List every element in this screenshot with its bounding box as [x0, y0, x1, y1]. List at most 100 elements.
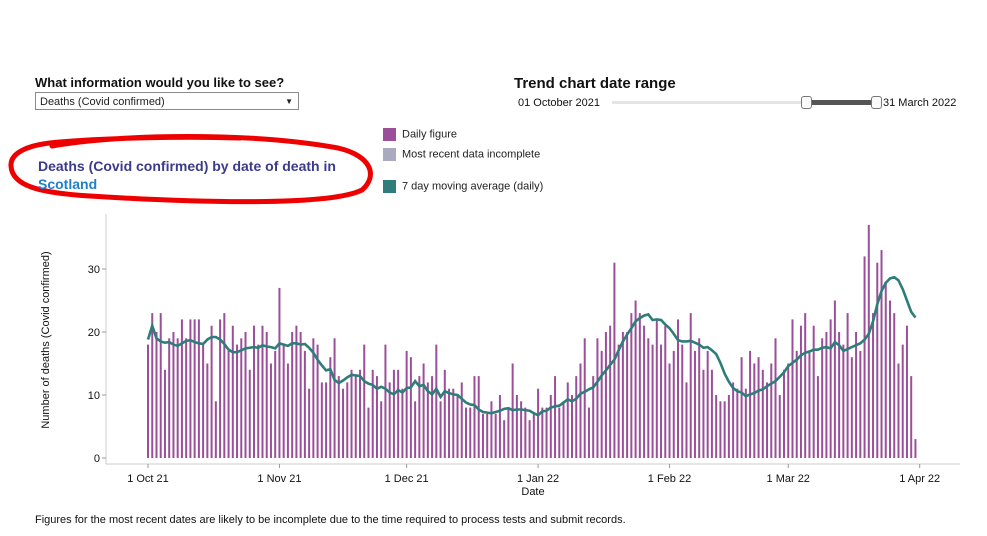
daily-bar — [312, 338, 315, 458]
legend-label-daily: Daily figure — [402, 128, 458, 141]
daily-bar — [575, 376, 578, 458]
daily-bar — [736, 388, 739, 458]
daily-bar — [465, 407, 467, 458]
daily-bar — [863, 256, 866, 458]
info-select-label: What information would you like to see? — [35, 75, 285, 90]
daily-bar — [876, 262, 879, 458]
daily-bar — [180, 319, 183, 458]
daily-bar — [384, 344, 387, 458]
daily-bar — [867, 224, 870, 458]
legend-swatch-daily — [383, 128, 396, 141]
daily-bar — [248, 369, 251, 458]
daily-bar — [308, 388, 311, 458]
daily-bar — [816, 376, 819, 458]
daily-bar — [206, 363, 209, 458]
daily-bar — [214, 401, 217, 458]
daily-bar — [163, 369, 166, 458]
daily-bar — [333, 338, 336, 458]
daily-bar — [159, 313, 162, 458]
daily-bar — [604, 332, 607, 458]
x-tick-label: 1 Nov 21 — [257, 473, 301, 485]
daily-bar — [541, 407, 544, 458]
daily-bar — [435, 344, 438, 458]
daily-bar — [600, 350, 603, 458]
daily-bar — [651, 344, 654, 458]
daily-bar — [829, 319, 832, 458]
daily-bar — [524, 407, 527, 458]
daily-bar — [388, 382, 391, 458]
y-axis-ticks: 0 10 20 30 — [88, 264, 106, 465]
date-range-start-handle[interactable] — [801, 96, 812, 109]
daily-bar — [460, 382, 463, 458]
y-axis-label: Number of deaths (Covid confirmed) — [40, 251, 52, 428]
daily-bar — [821, 338, 824, 458]
x-axis-ticks: 1 Oct 21 1 Nov 21 1 Dec 21 1 Jan 22 1 Feb 22… — [127, 464, 940, 485]
daily-bar — [732, 382, 735, 458]
daily-bar — [202, 344, 205, 458]
daily-bar — [766, 382, 769, 458]
daily-bar — [617, 344, 620, 458]
daily-bar — [579, 363, 582, 458]
daily-bar — [405, 350, 408, 458]
daily-bar — [566, 382, 569, 458]
daily-bar — [346, 382, 349, 458]
daily-bar — [842, 344, 845, 458]
daily-bar — [719, 401, 722, 458]
daily-bar — [761, 369, 764, 458]
daily-bar — [833, 300, 836, 458]
daily-bar — [431, 376, 434, 458]
daily-bar — [905, 325, 908, 458]
daily-bar — [274, 350, 277, 458]
daily-bar — [473, 376, 476, 458]
date-range-end-handle[interactable] — [871, 96, 882, 109]
date-range-slider-selection[interactable] — [806, 100, 876, 105]
daily-bar — [329, 357, 332, 458]
chart-title: Deaths (Covid confirmed) by date of deat… — [38, 157, 378, 193]
red-circle-annotation — [8, 134, 373, 205]
daily-bar — [804, 313, 807, 458]
daily-bar — [172, 332, 175, 458]
daily-bar — [783, 369, 785, 458]
daily-bar — [791, 319, 794, 458]
daily-bar — [558, 407, 561, 458]
daily-bar — [583, 338, 586, 458]
daily-bar — [253, 325, 255, 458]
daily-bar — [702, 369, 705, 458]
daily-bar — [596, 338, 599, 458]
daily-bar — [672, 350, 675, 458]
daily-bar — [677, 319, 679, 458]
daily-bar — [808, 350, 811, 458]
date-range-end-label: 31 March 2022 — [883, 97, 957, 109]
daily-bar — [448, 388, 451, 458]
daily-bar — [325, 382, 328, 458]
daily-bar — [469, 407, 472, 458]
daily-bar — [774, 338, 777, 458]
daily-bar — [507, 407, 510, 458]
daily-bar — [443, 369, 446, 458]
daily-bar — [749, 350, 752, 458]
daily-bar — [626, 332, 629, 458]
chart-title-region-link[interactable]: Scotland — [38, 176, 98, 192]
daily-bar — [375, 376, 378, 458]
info-select-dropdown[interactable]: Deaths (Covid confirmed) ▼ — [35, 92, 299, 110]
daily-bar — [897, 363, 900, 458]
date-range-start-label: 01 October 2021 — [518, 97, 600, 109]
daily-bar — [477, 376, 480, 458]
daily-bar — [282, 344, 285, 458]
daily-bar — [812, 325, 815, 458]
daily-bar — [910, 376, 913, 458]
legend-label-average: 7 day moving average (daily) — [402, 180, 544, 193]
daily-bar — [901, 344, 904, 458]
daily-bar — [401, 388, 404, 458]
daily-bar — [409, 357, 412, 458]
x-tick-label: 1 Feb 22 — [648, 473, 691, 485]
daily-bar — [244, 332, 247, 458]
daily-bar — [295, 325, 298, 458]
date-range-slider-track[interactable] — [612, 101, 878, 104]
daily-bar — [494, 413, 497, 458]
daily-bar — [342, 388, 345, 458]
daily-bar — [838, 332, 841, 458]
moving-average-line — [146, 275, 917, 417]
